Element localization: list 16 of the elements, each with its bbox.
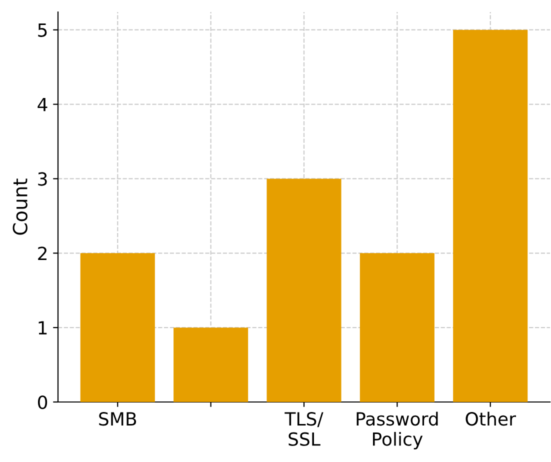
bar xyxy=(80,253,155,402)
y-tick-label: 3 xyxy=(38,172,47,186)
bar xyxy=(453,30,528,402)
x-tick-label: TLS/ SSL xyxy=(284,412,324,446)
y-tick-label: 1 xyxy=(38,321,47,334)
x-tick-label: SMB xyxy=(99,412,136,426)
x-tick-label: Password Policy xyxy=(356,412,438,450)
bar xyxy=(174,328,248,402)
bar xyxy=(360,253,434,402)
y-tick-label: 5 xyxy=(38,24,47,37)
x-tick-label: Other xyxy=(466,412,516,426)
y-axis-title: Count xyxy=(12,178,28,235)
bar xyxy=(266,178,342,402)
y-tick-label: 4 xyxy=(38,98,48,112)
y-tick-label: 2 xyxy=(38,246,46,260)
y-tick-label: 0 xyxy=(38,395,48,410)
